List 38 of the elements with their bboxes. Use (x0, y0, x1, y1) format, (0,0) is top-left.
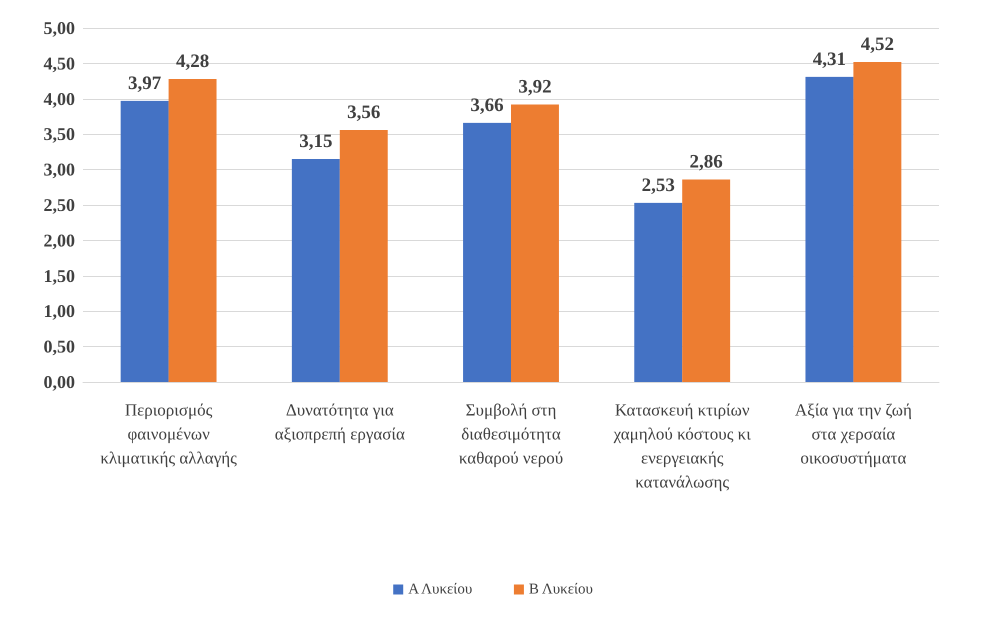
y-tick-label: 2,00 (44, 230, 75, 250)
y-tick-label: 3,00 (44, 160, 75, 180)
bar (168, 78, 217, 382)
y-tick-label: 0,50 (44, 336, 75, 357)
y-tick-label: 4,50 (44, 53, 75, 74)
x-tick-label: Συμβολή στη διαθεσιμότητα καθαρού νερού (458, 400, 564, 468)
x-tick-label: Αξία για την ζωή στα χερσαία οικοσυστήματα (794, 400, 912, 468)
y-tick-label: 5,00 (44, 18, 75, 38)
bar (120, 100, 169, 382)
legend-label: Β Λυκείου (528, 582, 593, 598)
y-tick-label: 1,00 (44, 301, 75, 322)
y-tick-label: 0,00 (44, 372, 75, 392)
bar (340, 130, 388, 382)
bar (853, 62, 902, 382)
bar (292, 158, 340, 382)
data-label: 4,52 (860, 34, 894, 55)
bar (805, 76, 854, 382)
bar (463, 122, 511, 382)
data-label: 2,53 (642, 174, 675, 196)
legend-label: Α Λυκείου (408, 582, 472, 598)
bar (634, 202, 682, 382)
x-tick-label: Κατασκευή κτιρίων χαμηλού κόστους κι ενεργειακής κατανάλωσης (612, 400, 752, 492)
data-label: 4,31 (812, 48, 846, 70)
data-label: 3,56 (347, 102, 380, 123)
y-tick-label: 2,50 (44, 195, 75, 215)
y-tick-label: 4,00 (44, 88, 75, 109)
bar (511, 104, 559, 382)
data-label: 3,66 (470, 94, 504, 116)
bar (682, 180, 730, 382)
y-tick-label: 3,50 (44, 124, 75, 144)
data-label: 3,15 (299, 130, 332, 152)
data-label: 4,28 (176, 50, 210, 72)
x-tick-label: Περιορισμός φαινομένων κλιματικής αλλαγής (100, 400, 238, 468)
x-tick-label: Δυνατότητα για αξιοπρεπή εργασία (274, 400, 405, 444)
data-label: 3,92 (518, 76, 552, 98)
y-tick-label: 1,50 (44, 266, 75, 286)
data-label: 3,97 (128, 72, 162, 94)
data-label: 2,86 (690, 152, 723, 173)
